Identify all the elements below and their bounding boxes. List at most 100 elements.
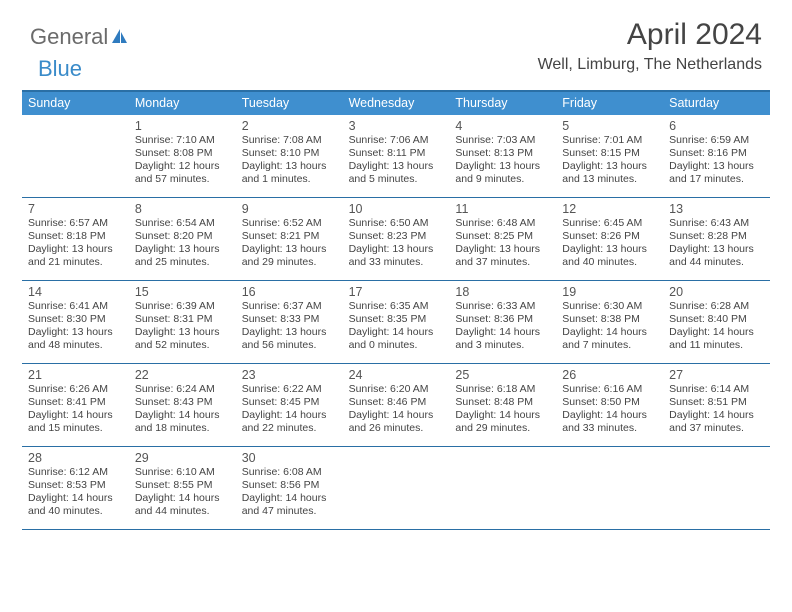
daylight-line: Daylight: 13 hours and 1 minutes. (242, 160, 338, 186)
day-cell: 20Sunrise: 6:28 AMSunset: 8:40 PMDayligh… (663, 281, 770, 363)
day-cell (556, 447, 663, 529)
sunset-line: Sunset: 8:26 PM (562, 230, 658, 243)
sunrise-line: Sunrise: 6:41 AM (28, 300, 124, 313)
daylight-line: Daylight: 13 hours and 56 minutes. (242, 326, 338, 352)
day-number: 7 (28, 202, 124, 216)
day-cell: 11Sunrise: 6:48 AMSunset: 8:25 PMDayligh… (449, 198, 556, 280)
sunset-line: Sunset: 8:31 PM (135, 313, 231, 326)
sunset-line: Sunset: 8:20 PM (135, 230, 231, 243)
daylight-line: Daylight: 14 hours and 11 minutes. (669, 326, 765, 352)
day-cell: 17Sunrise: 6:35 AMSunset: 8:35 PMDayligh… (343, 281, 450, 363)
day-cell: 16Sunrise: 6:37 AMSunset: 8:33 PMDayligh… (236, 281, 343, 363)
daylight-line: Daylight: 14 hours and 26 minutes. (349, 409, 445, 435)
day-cell: 19Sunrise: 6:30 AMSunset: 8:38 PMDayligh… (556, 281, 663, 363)
day-number: 17 (349, 285, 445, 299)
day-number: 5 (562, 119, 658, 133)
day-number: 2 (242, 119, 338, 133)
sunset-line: Sunset: 8:30 PM (28, 313, 124, 326)
sunrise-line: Sunrise: 6:24 AM (135, 383, 231, 396)
daylight-line: Daylight: 13 hours and 25 minutes. (135, 243, 231, 269)
day-header: Monday (129, 92, 236, 115)
sunset-line: Sunset: 8:41 PM (28, 396, 124, 409)
sunrise-line: Sunrise: 6:28 AM (669, 300, 765, 313)
daylight-line: Daylight: 14 hours and 18 minutes. (135, 409, 231, 435)
sunrise-line: Sunrise: 6:26 AM (28, 383, 124, 396)
day-number: 12 (562, 202, 658, 216)
sunset-line: Sunset: 8:51 PM (669, 396, 765, 409)
day-cell: 23Sunrise: 6:22 AMSunset: 8:45 PMDayligh… (236, 364, 343, 446)
day-cell: 30Sunrise: 6:08 AMSunset: 8:56 PMDayligh… (236, 447, 343, 529)
daylight-line: Daylight: 13 hours and 13 minutes. (562, 160, 658, 186)
day-header: Wednesday (343, 92, 450, 115)
day-number: 24 (349, 368, 445, 382)
daylight-line: Daylight: 14 hours and 37 minutes. (669, 409, 765, 435)
day-cell (343, 447, 450, 529)
month-title: April 2024 (538, 18, 762, 52)
daylight-line: Daylight: 14 hours and 15 minutes. (28, 409, 124, 435)
day-header: Friday (556, 92, 663, 115)
sunrise-line: Sunrise: 6:48 AM (455, 217, 551, 230)
sunset-line: Sunset: 8:46 PM (349, 396, 445, 409)
daylight-line: Daylight: 13 hours and 44 minutes. (669, 243, 765, 269)
sunset-line: Sunset: 8:55 PM (135, 479, 231, 492)
day-cell: 4Sunrise: 7:03 AMSunset: 8:13 PMDaylight… (449, 115, 556, 197)
sunset-line: Sunset: 8:53 PM (28, 479, 124, 492)
sunrise-line: Sunrise: 6:39 AM (135, 300, 231, 313)
day-cell: 3Sunrise: 7:06 AMSunset: 8:11 PMDaylight… (343, 115, 450, 197)
sunrise-line: Sunrise: 7:01 AM (562, 134, 658, 147)
logo-line2: Blue (38, 50, 82, 82)
day-cell: 1Sunrise: 7:10 AMSunset: 8:08 PMDaylight… (129, 115, 236, 197)
sunrise-line: Sunrise: 6:16 AM (562, 383, 658, 396)
weeks-container: 1Sunrise: 7:10 AMSunset: 8:08 PMDaylight… (22, 115, 770, 530)
sunrise-line: Sunrise: 6:22 AM (242, 383, 338, 396)
sunset-line: Sunset: 8:21 PM (242, 230, 338, 243)
sunset-line: Sunset: 8:35 PM (349, 313, 445, 326)
sunset-line: Sunset: 8:36 PM (455, 313, 551, 326)
location-text: Well, Limburg, The Netherlands (538, 56, 762, 74)
sunset-line: Sunset: 8:50 PM (562, 396, 658, 409)
day-cell: 12Sunrise: 6:45 AMSunset: 8:26 PMDayligh… (556, 198, 663, 280)
logo-sail-icon (110, 27, 130, 45)
sunset-line: Sunset: 8:25 PM (455, 230, 551, 243)
sunrise-line: Sunrise: 6:57 AM (28, 217, 124, 230)
page-header: General April 2024 Well, Limburg, The Ne… (0, 0, 792, 80)
daylight-line: Daylight: 14 hours and 33 minutes. (562, 409, 658, 435)
daylight-line: Daylight: 13 hours and 9 minutes. (455, 160, 551, 186)
day-header: Tuesday (236, 92, 343, 115)
sunset-line: Sunset: 8:28 PM (669, 230, 765, 243)
sunset-line: Sunset: 8:10 PM (242, 147, 338, 160)
day-number: 21 (28, 368, 124, 382)
day-number: 29 (135, 451, 231, 465)
sunrise-line: Sunrise: 7:03 AM (455, 134, 551, 147)
day-number: 25 (455, 368, 551, 382)
sunset-line: Sunset: 8:18 PM (28, 230, 124, 243)
daylight-line: Daylight: 13 hours and 17 minutes. (669, 160, 765, 186)
day-number: 20 (669, 285, 765, 299)
day-number: 18 (455, 285, 551, 299)
day-cell: 2Sunrise: 7:08 AMSunset: 8:10 PMDaylight… (236, 115, 343, 197)
sunset-line: Sunset: 8:38 PM (562, 313, 658, 326)
week-row: 21Sunrise: 6:26 AMSunset: 8:41 PMDayligh… (22, 364, 770, 447)
day-number: 16 (242, 285, 338, 299)
day-cell: 21Sunrise: 6:26 AMSunset: 8:41 PMDayligh… (22, 364, 129, 446)
day-cell: 25Sunrise: 6:18 AMSunset: 8:48 PMDayligh… (449, 364, 556, 446)
logo-text-2: Blue (38, 56, 82, 82)
daylight-line: Daylight: 14 hours and 40 minutes. (28, 492, 124, 518)
daylight-line: Daylight: 14 hours and 44 minutes. (135, 492, 231, 518)
daylight-line: Daylight: 12 hours and 57 minutes. (135, 160, 231, 186)
sunset-line: Sunset: 8:43 PM (135, 396, 231, 409)
daylight-line: Daylight: 13 hours and 33 minutes. (349, 243, 445, 269)
daylight-line: Daylight: 13 hours and 21 minutes. (28, 243, 124, 269)
day-cell: 29Sunrise: 6:10 AMSunset: 8:55 PMDayligh… (129, 447, 236, 529)
day-cell: 26Sunrise: 6:16 AMSunset: 8:50 PMDayligh… (556, 364, 663, 446)
day-cell (449, 447, 556, 529)
week-row: 7Sunrise: 6:57 AMSunset: 8:18 PMDaylight… (22, 198, 770, 281)
day-number: 1 (135, 119, 231, 133)
sunset-line: Sunset: 8:16 PM (669, 147, 765, 160)
day-cell: 18Sunrise: 6:33 AMSunset: 8:36 PMDayligh… (449, 281, 556, 363)
day-number: 19 (562, 285, 658, 299)
logo-text-1: General (30, 24, 108, 50)
day-number: 3 (349, 119, 445, 133)
sunset-line: Sunset: 8:45 PM (242, 396, 338, 409)
day-cell: 27Sunrise: 6:14 AMSunset: 8:51 PMDayligh… (663, 364, 770, 446)
